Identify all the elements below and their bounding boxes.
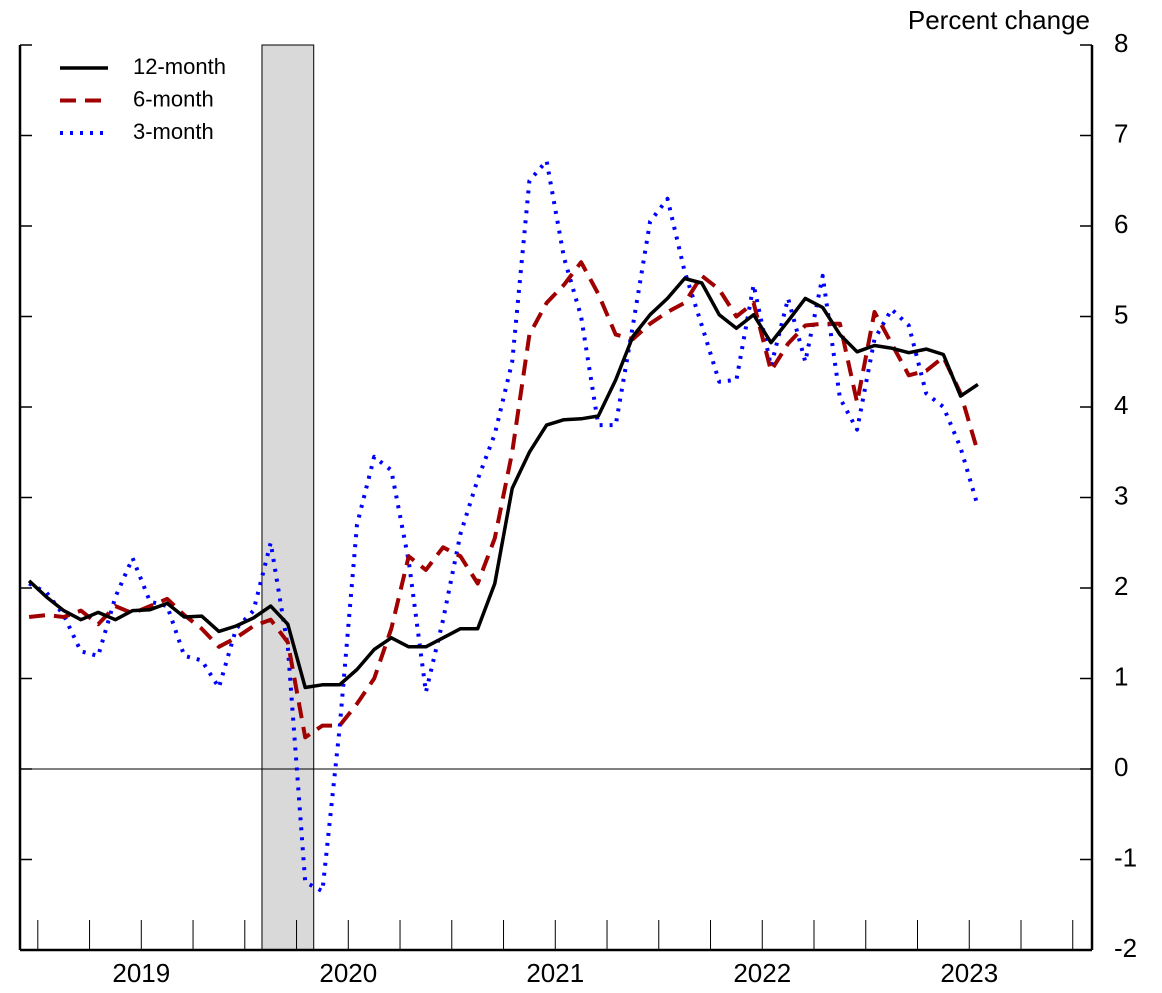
y-tick-label: 7 [1114, 118, 1128, 148]
x-tick-label: 2021 [526, 958, 584, 988]
series-line [28, 260, 980, 740]
y-tick-label: 0 [1114, 752, 1128, 782]
series-line [28, 158, 980, 894]
y-tick-label: 2 [1114, 571, 1128, 601]
y-tick-label: 8 [1114, 28, 1128, 58]
x-tick-label: 2019 [112, 958, 170, 988]
y-tick-label: 6 [1114, 209, 1128, 239]
y-tick-label: 5 [1114, 299, 1128, 329]
legend-label: 3-month [133, 119, 214, 144]
y-tick-label: -2 [1114, 933, 1137, 963]
y-tick-label: -1 [1114, 842, 1137, 872]
y-tick-label: 3 [1114, 480, 1128, 510]
legend-label: 12-month [133, 54, 226, 79]
series-line [27, 276, 979, 690]
y-axis-label: Percent change [908, 5, 1090, 35]
recession-shade [261, 44, 315, 951]
y-tick-label: 4 [1114, 390, 1128, 420]
y-tick-label: 1 [1114, 661, 1128, 691]
x-tick-label: 2022 [733, 958, 791, 988]
x-tick-label: 2020 [319, 958, 377, 988]
legend-label: 6-month [133, 86, 214, 111]
x-tick-label: 2023 [940, 958, 998, 988]
